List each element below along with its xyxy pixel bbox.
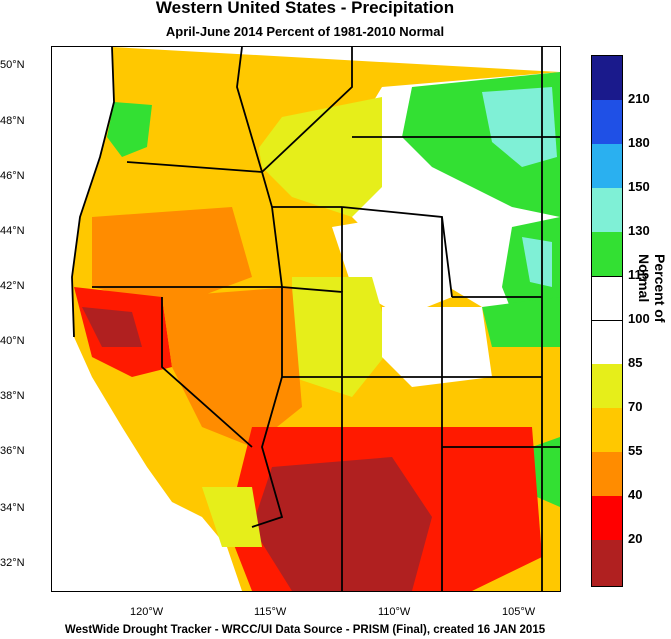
legend-tick-100: 100 — [628, 311, 650, 326]
region-norcal-darkred — [82, 307, 142, 347]
legend-swatch-150 — [592, 144, 622, 188]
legend-swatch-115 — [592, 232, 622, 276]
legend-tick-55: 55 — [628, 443, 643, 458]
legend-swatch-180 — [592, 100, 622, 144]
legend-tick-40: 40 — [628, 487, 643, 502]
map-canvas — [52, 47, 560, 591]
lat-label-32: 32°N — [0, 557, 25, 569]
legend-swatch-55 — [592, 408, 622, 452]
lat-label-40: 40°N — [0, 335, 25, 347]
lat-label-36: 36°N — [0, 445, 25, 457]
region-dakota-aqua — [522, 237, 552, 287]
region-wa-coast-green — [107, 102, 152, 157]
color-legend — [591, 55, 623, 587]
legend-swatch-20 — [592, 496, 622, 540]
legend-swatch-100 — [592, 276, 622, 321]
region-idaho-yellow — [252, 97, 382, 217]
map-title: Western United States - Precipitation — [155, 0, 455, 17]
legend-swatch-85 — [592, 320, 622, 365]
region-montana-aqua — [482, 87, 557, 167]
region-oregon-orange — [92, 207, 252, 307]
lat-label-48: 48°N — [0, 115, 25, 127]
legend-tick-130: 130 — [628, 223, 650, 238]
legend-tick-85: 85 — [628, 355, 643, 370]
legend-swatch-0 — [592, 540, 622, 586]
lon-label-115: 115°W — [254, 606, 287, 618]
precipitation-map — [51, 46, 561, 592]
footer-credit: WestWide Drought Tracker - WRCC/UI Data … — [64, 624, 546, 636]
state-borders — [71, 47, 560, 591]
legend-tick-210: 210 — [628, 91, 650, 106]
legend-swatch-70 — [592, 364, 622, 408]
region-nevada-orange — [162, 287, 302, 447]
lat-label-38: 38°N — [0, 390, 25, 402]
lon-label-120: 120°W — [130, 606, 164, 618]
region-colorado-normal — [382, 307, 492, 387]
lat-label-50: 50°N — [0, 59, 25, 71]
legend-tick-150: 150 — [628, 179, 650, 194]
lat-label-34: 34°N — [0, 502, 25, 514]
legend-tick-20: 20 — [628, 531, 643, 546]
legend-tick-70: 70 — [628, 399, 643, 414]
region-socal-yellow — [202, 487, 262, 547]
lat-label-46: 46°N — [0, 170, 25, 182]
lat-label-42: 42°N — [0, 280, 25, 292]
lat-label-44: 44°N — [0, 225, 25, 237]
legend-tick-180: 180 — [628, 135, 650, 150]
lon-label-110: 110°W — [378, 606, 411, 618]
legend-tick-115: 115 — [628, 267, 649, 282]
region-washington-orange — [112, 107, 262, 197]
legend-swatch-210plus — [592, 56, 622, 100]
region-nebraska-green — [482, 297, 560, 347]
lon-label-105: 105°W — [502, 606, 536, 618]
legend-title: Percent of Normal — [636, 254, 668, 323]
map-subtitle: April-June 2014 Percent of 1981-2010 Nor… — [165, 24, 445, 39]
legend-swatch-130 — [592, 188, 622, 232]
region-nm-green — [532, 437, 560, 507]
legend-swatch-40 — [592, 452, 622, 496]
